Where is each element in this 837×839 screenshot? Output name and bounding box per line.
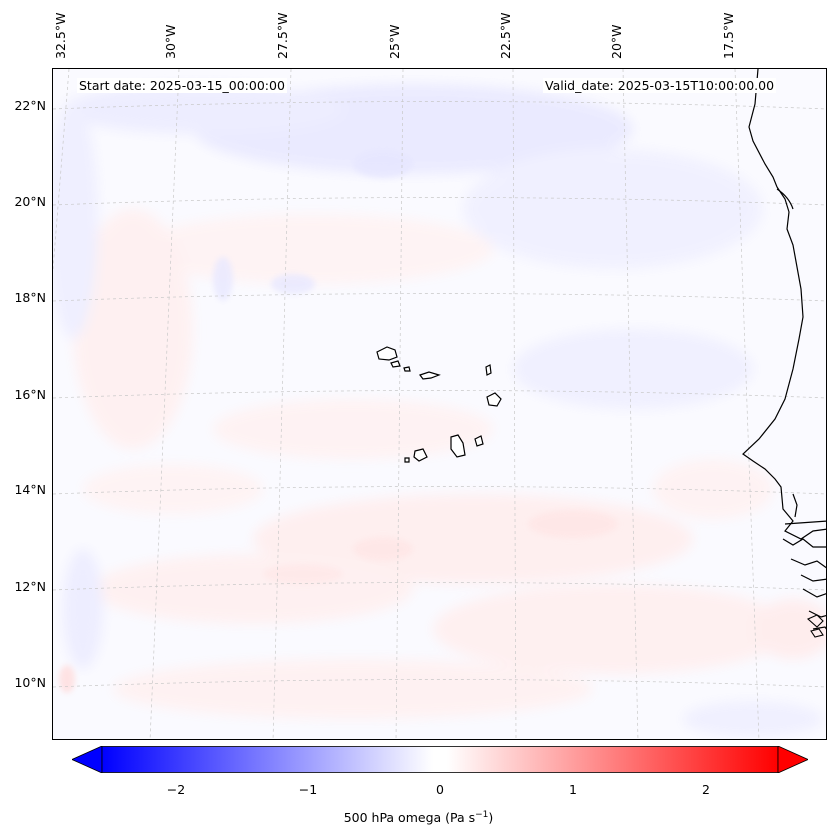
colorbar-body xyxy=(101,746,779,773)
coastline xyxy=(742,69,826,630)
africa-coast xyxy=(742,69,826,540)
island-brava xyxy=(404,457,410,463)
lon-label-27-5w: 27.5°W xyxy=(275,12,290,59)
colorbar-tick-0: 0 xyxy=(436,782,444,797)
map-panel[interactable] xyxy=(52,68,827,740)
colorbar-svg xyxy=(71,745,809,777)
colorbar-tick-neg1: −1 xyxy=(298,782,318,797)
island-sao-nicolau xyxy=(419,371,441,380)
island-santo-antao xyxy=(376,346,398,361)
omega-field xyxy=(53,69,826,739)
island-santa-luzia xyxy=(403,366,411,372)
island-sal xyxy=(485,364,492,376)
colorbar-tick-2: 2 xyxy=(702,782,710,797)
lon-label-22-5w: 22.5°W xyxy=(498,12,513,59)
colorbar-tick-neg2: −2 xyxy=(166,782,186,797)
valid-date-label: Valid_date: 2025-03-15T10:00:00.00 xyxy=(543,78,777,93)
lon-label-20w: 20°W xyxy=(609,24,624,59)
colorbar-title: 500 hPa omega (Pa s−1) xyxy=(0,810,837,825)
coast-islands xyxy=(806,614,824,638)
island-fogo xyxy=(413,448,428,462)
island-boa-vista xyxy=(486,392,502,407)
lat-label-10n: 10°N xyxy=(14,675,46,690)
map-svg xyxy=(53,69,826,739)
colorbar-tick-1: 1 xyxy=(569,782,577,797)
start-date-label: Start date: 2025-03-15_00:00:00 xyxy=(77,78,287,93)
lon-label-30w: 30°W xyxy=(163,24,178,59)
colorbar-title-end: ) xyxy=(488,810,494,826)
island-maio xyxy=(474,435,484,447)
cape-verde-islands xyxy=(376,346,502,463)
lat-label-16n: 16°N xyxy=(14,387,46,402)
lat-label-12n: 12°N xyxy=(14,579,46,594)
gridlines xyxy=(53,69,826,739)
colorbar-title-exponent: −1 xyxy=(475,810,489,820)
lon-label-17-5w: 17.5°W xyxy=(721,12,736,59)
lon-label-32-5w: 32.5°W xyxy=(53,12,68,59)
lat-label-18n: 18°N xyxy=(14,290,46,305)
lat-label-20n: 20°N xyxy=(14,194,46,209)
lon-label-25w: 25°W xyxy=(387,24,402,59)
lat-label-14n: 14°N xyxy=(14,482,46,497)
colorbar xyxy=(71,745,809,777)
island-sao-vicente xyxy=(390,360,401,368)
colorbar-title-text: 500 hPa omega (Pa s xyxy=(343,810,476,826)
colorbar-left-extend xyxy=(71,745,103,774)
lat-label-22n: 22°N xyxy=(14,98,46,113)
colorbar-right-extend xyxy=(777,745,809,774)
island-santiago xyxy=(450,434,466,458)
